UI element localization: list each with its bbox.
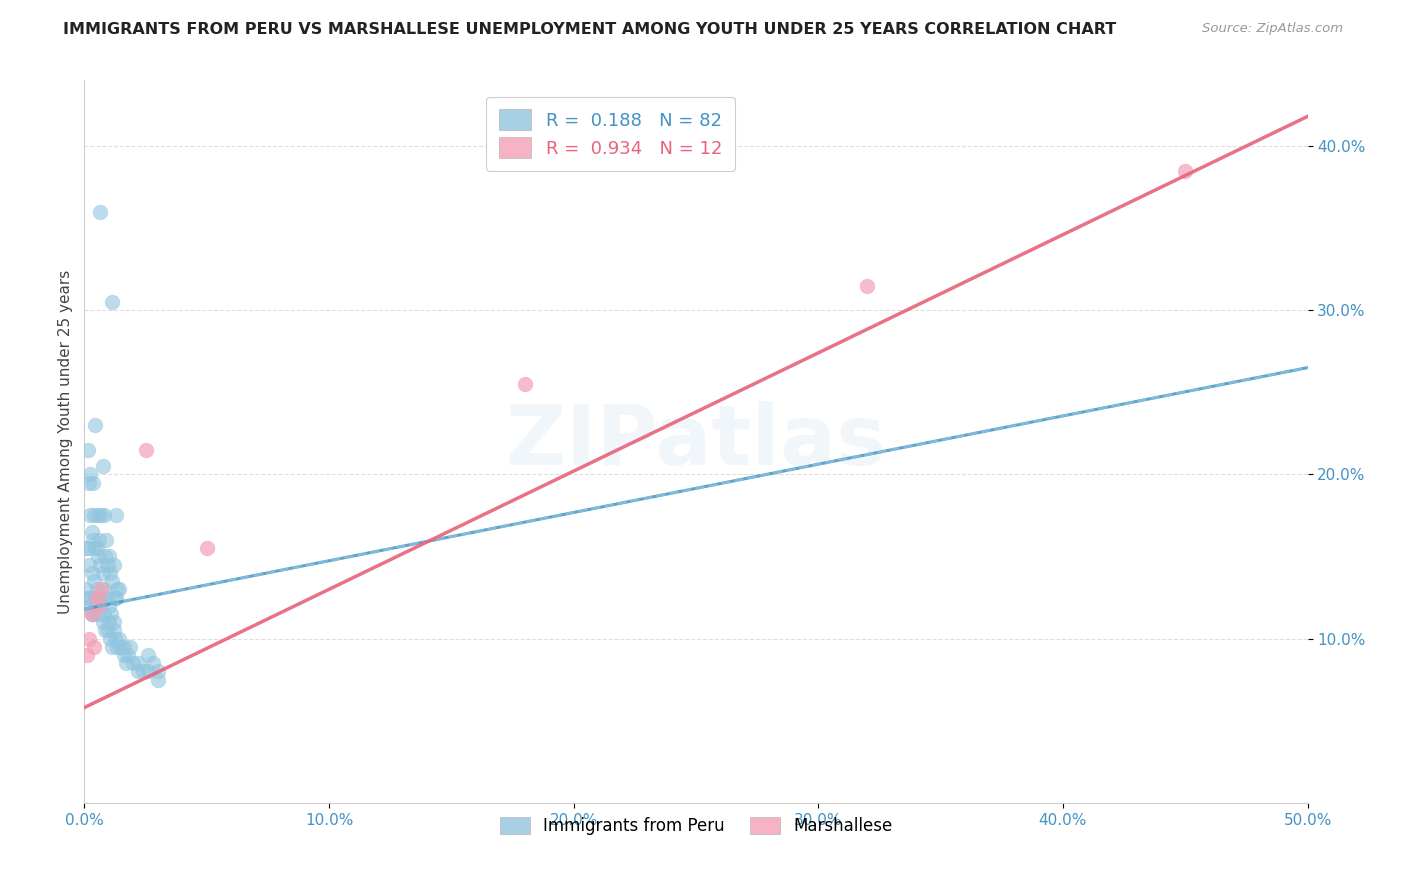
Point xyxy=(98,566,121,580)
Point xyxy=(127,665,149,679)
Point xyxy=(87,591,110,605)
Point xyxy=(77,442,100,457)
Point xyxy=(86,541,108,556)
Point xyxy=(75,582,97,597)
Point xyxy=(93,508,115,523)
Point xyxy=(91,615,114,630)
Point xyxy=(105,508,128,523)
Point xyxy=(94,549,117,564)
Point xyxy=(101,574,124,588)
Point xyxy=(513,377,536,392)
Point xyxy=(122,657,145,671)
Point xyxy=(97,615,120,630)
Point xyxy=(83,574,105,588)
Point xyxy=(118,640,141,654)
Point xyxy=(105,591,128,605)
Legend: Immigrants from Peru, Marshallese: Immigrants from Peru, Marshallese xyxy=(494,810,898,841)
Point xyxy=(136,648,159,662)
Point xyxy=(97,624,120,638)
Point xyxy=(86,591,108,605)
Point xyxy=(97,558,120,572)
Point xyxy=(87,607,110,621)
Point xyxy=(93,582,115,597)
Point xyxy=(89,558,111,572)
Point xyxy=(94,624,117,638)
Text: Source: ZipAtlas.com: Source: ZipAtlas.com xyxy=(1202,22,1343,36)
Point xyxy=(87,599,110,613)
Point xyxy=(90,591,112,605)
Point xyxy=(80,524,103,539)
Point xyxy=(105,640,128,654)
Point xyxy=(80,566,103,580)
Point xyxy=(132,665,155,679)
Point xyxy=(112,648,135,662)
Point xyxy=(103,615,125,630)
Point xyxy=(117,648,139,662)
Point xyxy=(135,442,157,457)
Point xyxy=(77,541,100,556)
Point xyxy=(84,591,107,605)
Point xyxy=(84,541,107,556)
Point xyxy=(82,475,104,490)
Point xyxy=(87,549,110,564)
Point xyxy=(83,640,105,654)
Point xyxy=(82,533,104,547)
Point xyxy=(77,591,100,605)
Point xyxy=(97,599,120,613)
Point xyxy=(115,657,138,671)
Point xyxy=(96,591,118,605)
Y-axis label: Unemployment Among Youth under 25 years: Unemployment Among Youth under 25 years xyxy=(58,269,73,614)
Point xyxy=(1174,163,1197,178)
Point xyxy=(91,566,114,580)
Point xyxy=(127,657,149,671)
Point xyxy=(107,632,129,646)
Point xyxy=(87,508,110,523)
Point xyxy=(91,459,114,474)
Point xyxy=(79,599,101,613)
Text: IMMIGRANTS FROM PERU VS MARSHALLESE UNEMPLOYMENT AMONG YOUTH UNDER 25 YEARS CORR: IMMIGRANTS FROM PERU VS MARSHALLESE UNEM… xyxy=(63,22,1116,37)
Point xyxy=(112,640,135,654)
Point xyxy=(146,665,169,679)
Point xyxy=(103,558,125,572)
Point xyxy=(76,648,98,662)
Point xyxy=(80,607,103,621)
Point xyxy=(100,607,122,621)
Point xyxy=(77,632,100,646)
Point xyxy=(87,533,110,547)
Point xyxy=(80,607,103,621)
Point xyxy=(77,591,100,605)
Point xyxy=(195,541,218,556)
Point xyxy=(104,632,127,646)
Point xyxy=(79,467,101,482)
Point xyxy=(101,295,124,310)
Point xyxy=(86,599,108,613)
Point xyxy=(86,582,108,597)
Point xyxy=(101,640,124,654)
Point xyxy=(89,204,111,219)
Point xyxy=(98,632,121,646)
Point xyxy=(107,582,129,597)
Point xyxy=(79,508,101,523)
Point xyxy=(84,418,107,433)
Point xyxy=(856,278,879,293)
Point xyxy=(89,599,111,613)
Point xyxy=(103,624,125,638)
Point xyxy=(97,549,120,564)
Text: ZIPatlas: ZIPatlas xyxy=(506,401,886,482)
Point xyxy=(90,582,112,597)
Point xyxy=(105,582,128,597)
Point xyxy=(146,673,169,687)
Point xyxy=(96,533,118,547)
Point xyxy=(83,508,105,523)
Point xyxy=(77,475,100,490)
Point xyxy=(142,657,165,671)
Point xyxy=(93,607,115,621)
Point xyxy=(104,591,127,605)
Point xyxy=(110,640,132,654)
Point xyxy=(77,558,100,572)
Point xyxy=(76,541,98,556)
Point xyxy=(82,607,104,621)
Point xyxy=(136,665,159,679)
Point xyxy=(90,508,112,523)
